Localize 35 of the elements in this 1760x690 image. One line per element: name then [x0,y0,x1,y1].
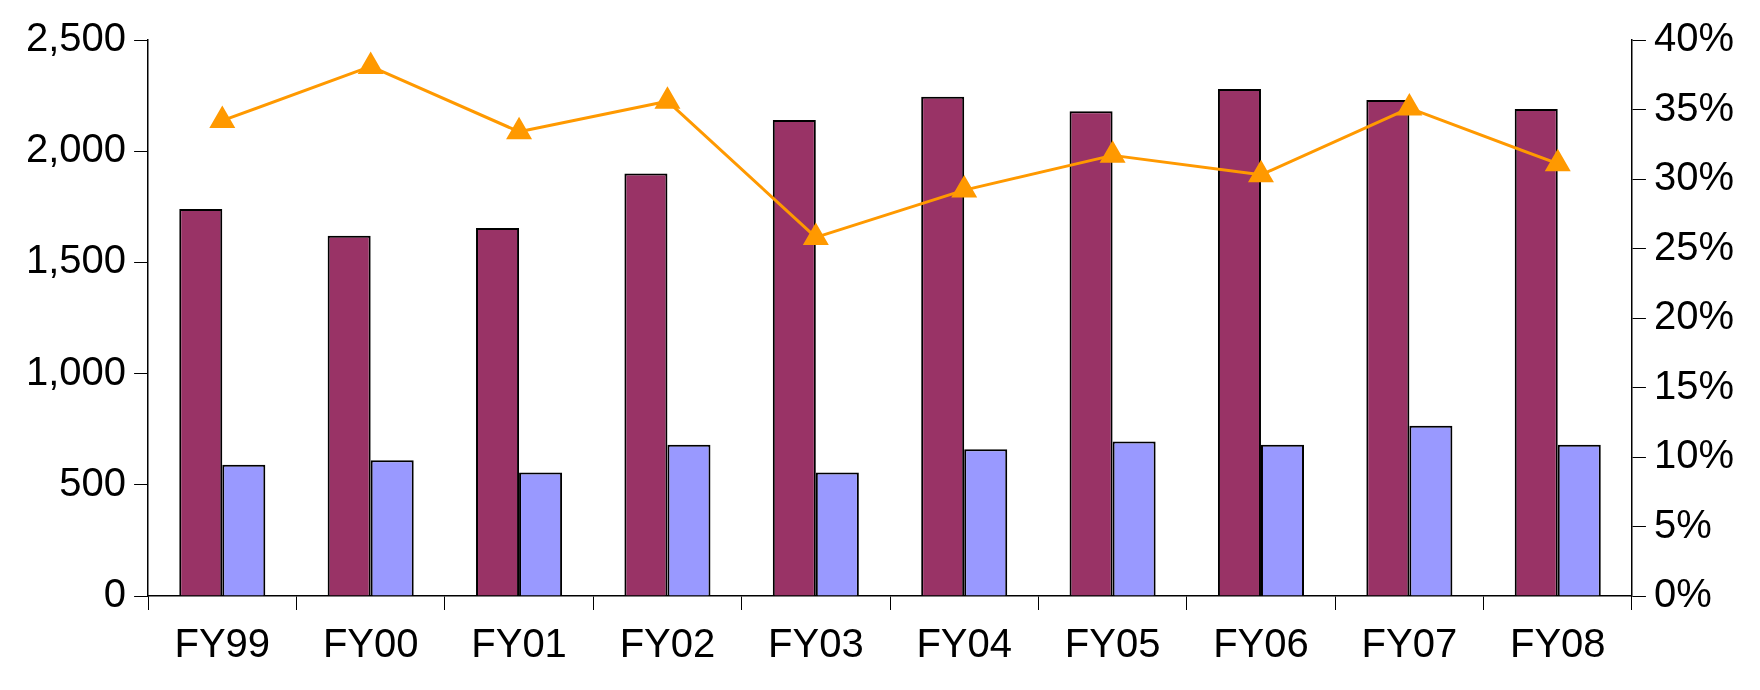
x-tick-label: FY01 [471,621,567,666]
y2-tick-label: 35% [1653,84,1734,129]
x-tick-label: FY00 [322,621,419,666]
point [655,87,680,109]
y2-tick-label: 15% [1653,362,1734,407]
x-tick-label: FY05 [1064,621,1161,666]
x-tick-label: FY07 [1361,621,1458,666]
point [1397,94,1422,116]
point [358,52,383,74]
y-tick-label: 1,500 [25,237,127,282]
point [1545,150,1570,172]
point [1249,161,1273,183]
y-tick-label: 500 [59,459,127,504]
point [952,176,977,198]
y-tick-label: 2,000 [25,126,127,171]
y2-tick-label: 5% [1653,501,1712,546]
y-tick-label: 0 [103,571,127,616]
y2-tick-label: 25% [1653,223,1734,268]
x-tick-label: FY06 [1213,621,1309,666]
x-tick-label: FY02 [619,621,716,666]
point [1100,141,1125,163]
y2-tick-label: 30% [1653,154,1734,199]
point [803,223,828,245]
point [210,107,235,129]
x-tick-label: FY08 [1509,621,1606,666]
x-tick-label: FY04 [916,621,1013,666]
x-tick-label: FY03 [768,621,864,666]
y-tick-label: 2,500 [25,15,127,60]
y2-tick-label: 10% [1653,432,1734,477]
y2-tick-label: 0% [1653,571,1712,616]
y2-tick-label: 20% [1653,293,1734,338]
y2-tick-label: 40% [1653,15,1734,60]
point [507,118,531,140]
y-tick-label: 1,000 [25,348,127,393]
x-tick-label: FY99 [174,621,271,666]
